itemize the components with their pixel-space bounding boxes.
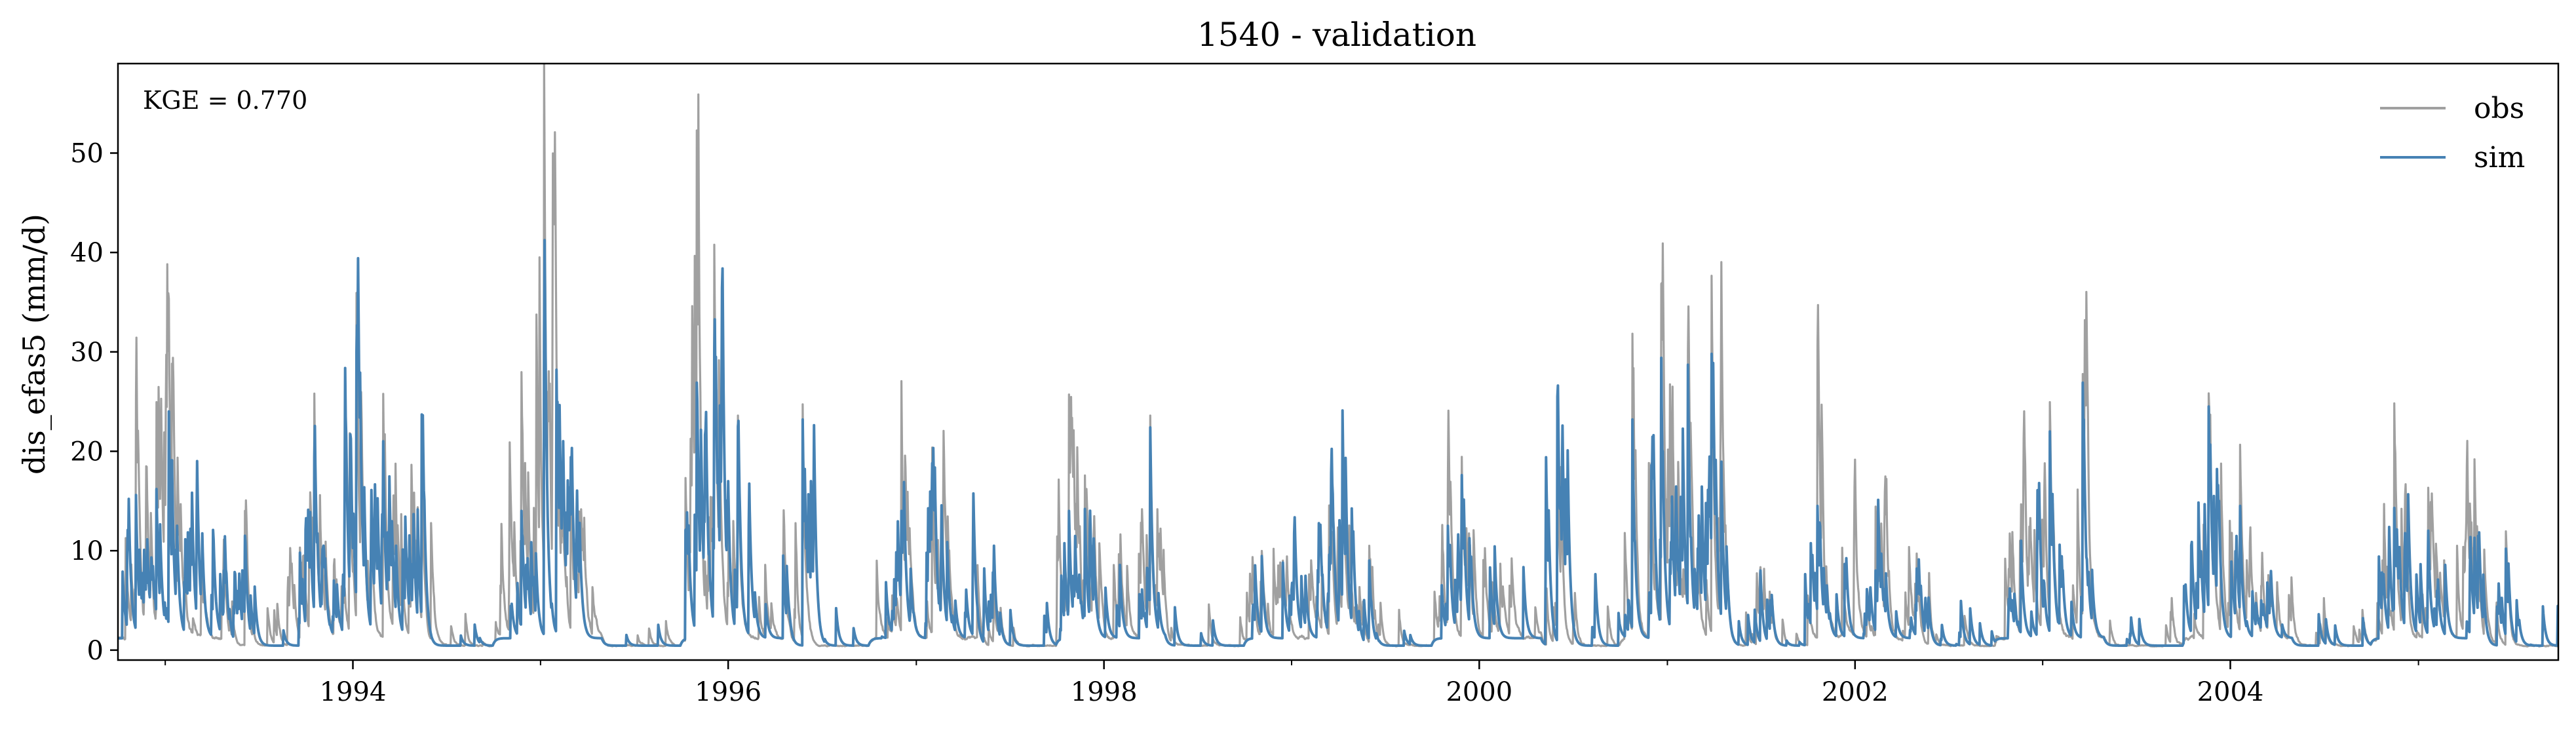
legend-label-obs: obs	[2474, 92, 2524, 125]
legend: obs sim	[2380, 92, 2525, 174]
x-axis-ticks: 1994 1996 1998 2000 2002 2004	[320, 660, 2264, 707]
y-tick-label: 40	[70, 238, 104, 268]
plot-frame	[117, 62, 2560, 661]
y-tick-label: 10	[70, 536, 104, 566]
x-tick-label: 1994	[320, 677, 387, 707]
x-tick-label: 2000	[1446, 677, 1512, 707]
y-tick-label: 0	[87, 636, 104, 666]
x-tick-label: 1996	[695, 677, 761, 707]
kge-annotation: KGE = 0.770	[143, 86, 307, 115]
y-tick-label: 30	[70, 338, 104, 368]
y-axis-label: dis_efas5 (mm/d)	[16, 214, 52, 475]
series-sim-line	[118, 239, 2558, 647]
y-tick-label: 50	[70, 139, 104, 169]
y-axis-ticks: 0 10 20 30 40 50	[70, 139, 118, 666]
legend-label-sim: sim	[2474, 141, 2525, 174]
y-tick-label: 20	[70, 437, 104, 467]
x-tick-label: 2004	[2197, 677, 2264, 707]
x-tick-label: 1998	[1071, 677, 1138, 707]
chart-title: 1540 - validation	[1197, 16, 1476, 54]
x-axis-minor-ticks	[164, 660, 2419, 665]
x-tick-label: 2002	[1822, 677, 1889, 707]
